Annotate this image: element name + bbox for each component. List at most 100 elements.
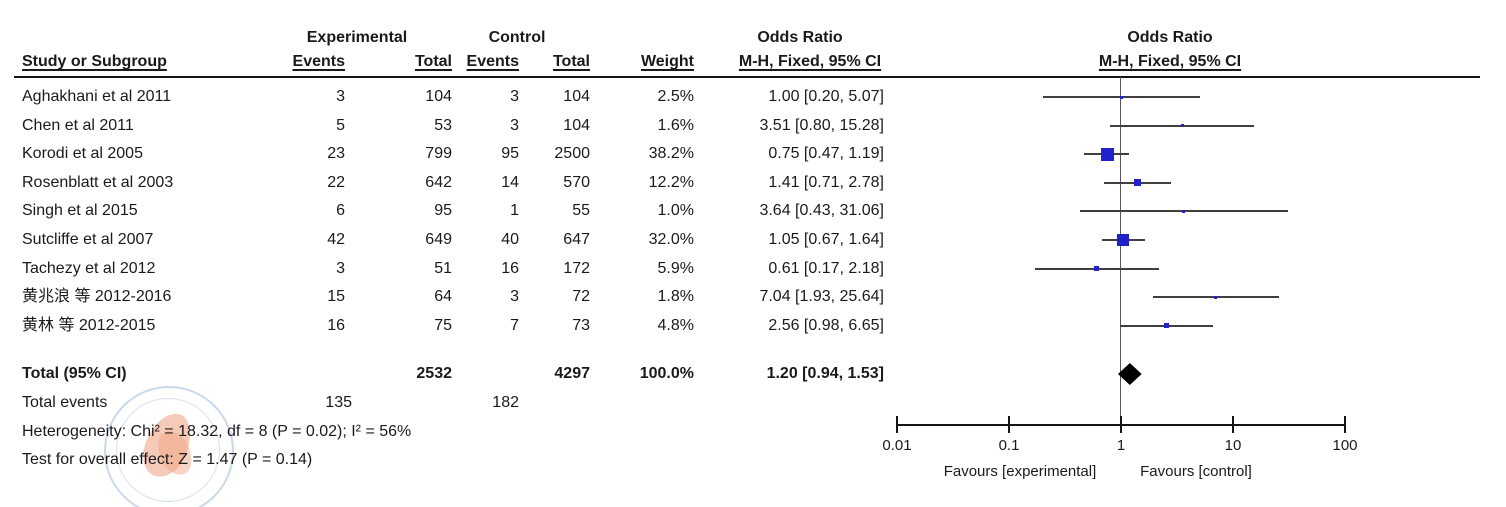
x-axis-tick <box>1120 416 1122 433</box>
table-row: Rosenblatt et al 2003 22 642 14 570 12.2% 1.41… <box>0 169 1506 197</box>
exp-total: 75 <box>434 316 452 334</box>
or-ci-text: 3.64 [0.43, 31.06] <box>759 202 884 220</box>
table-row: Singh et al 2015 6 95 1 55 1.0% 3.64 [0.43, 31… <box>0 197 1506 225</box>
weight: 5.9% <box>657 259 694 277</box>
total-ctrl-total: 4297 <box>554 365 590 382</box>
weight: 1.0% <box>657 202 694 220</box>
ctrl-events: 16 <box>501 259 519 277</box>
total-events-ctrl: 182 <box>492 394 519 411</box>
study-label: Korodi et al 2005 <box>22 145 143 163</box>
ctrl-total: 104 <box>563 88 590 105</box>
ctrl-total: 104 <box>563 116 590 134</box>
header-rule <box>14 76 1480 78</box>
table-row: Aghakhani et al 2011 3 104 3 104 2.5% 1.00 [0.… <box>0 83 1506 111</box>
x-tick-label: 10 <box>1224 437 1242 454</box>
exp-events: 22 <box>327 173 345 191</box>
weight: 32.0% <box>648 231 694 248</box>
ctrl-events: 40 <box>501 231 519 248</box>
header-odds-ratio-plot: Odds Ratio <box>1127 29 1213 46</box>
ctrl-total: 55 <box>572 202 590 220</box>
no-effect-line <box>1120 77 1121 425</box>
table-row: 黄林 等 2012-2015 16 75 7 73 4.8% 2.56 [0.98, 6.6… <box>0 312 1506 340</box>
exp-events: 23 <box>327 145 345 163</box>
favours-right-label: Favours [control] <box>1140 463 1252 480</box>
table-row: 黄兆浪 等 2012-2016 15 64 3 72 1.8% 7.04 [1.93, 25… <box>0 283 1506 311</box>
effect-square <box>1180 124 1184 128</box>
weight: 38.2% <box>648 145 694 163</box>
header-control-group: Control <box>488 29 546 46</box>
ctrl-total: 570 <box>563 173 590 191</box>
total-or-ci: 1.20 [0.94, 1.53] <box>766 365 884 382</box>
weight: 1.6% <box>657 116 694 134</box>
exp-total: 649 <box>425 231 452 248</box>
x-tick-label: 1 <box>1116 437 1126 454</box>
weight: 12.2% <box>648 173 694 191</box>
ctrl-events: 95 <box>501 145 519 163</box>
study-label: Chen et al 2011 <box>22 116 134 134</box>
table-row: Tachezy et al 2012 3 51 16 172 5.9% 0.61 [0.17… <box>0 255 1506 283</box>
ctrl-events: 14 <box>501 173 519 191</box>
total-diamond <box>1117 363 1142 385</box>
study-label: Singh et al 2015 <box>22 202 138 220</box>
ctrl-events: 3 <box>510 88 519 105</box>
or-ci-text: 0.75 [0.47, 1.19] <box>768 145 884 163</box>
study-label: 黄林 等 2012-2015 <box>22 316 156 334</box>
exp-events: 3 <box>336 259 345 277</box>
ctrl-events: 3 <box>510 288 519 306</box>
effect-square <box>1164 323 1170 329</box>
exp-total: 642 <box>425 173 452 191</box>
effect-square <box>1134 179 1142 187</box>
exp-total: 95 <box>434 202 452 220</box>
x-tick-label: 0.01 <box>882 437 912 454</box>
watermark-outer-circle <box>104 386 234 507</box>
or-ci-text: 1.41 [0.71, 2.78] <box>768 173 884 191</box>
effect-square <box>1100 147 1114 161</box>
weight: 4.8% <box>657 316 694 334</box>
heterogeneity-stats: Heterogeneity: Chi² = 18.32, df = 8 (P =… <box>22 423 412 440</box>
effect-square <box>1214 295 1218 299</box>
x-axis-tick <box>896 416 898 433</box>
x-axis-tick <box>1344 416 1346 433</box>
exp-total: 799 <box>425 145 452 163</box>
total-events-exp: 135 <box>325 394 352 411</box>
study-label: Aghakhani et al 2011 <box>22 88 172 105</box>
table-row: Sutcliffe et al 2007 42 649 40 647 32.0% 1.05 … <box>0 226 1506 254</box>
col-header-weight: Weight <box>640 53 694 70</box>
ctrl-events: 7 <box>510 316 519 334</box>
or-ci-text: 1.00 [0.20, 5.07] <box>768 88 884 105</box>
or-ci-text: 7.04 [1.93, 25.64] <box>759 288 884 306</box>
exp-total: 104 <box>425 88 452 105</box>
exp-total: 51 <box>434 259 452 277</box>
favours-left-label: Favours [experimental] <box>943 463 1097 480</box>
col-header-ctrl-events: Events <box>466 53 519 70</box>
x-tick-label: 0.1 <box>998 437 1020 454</box>
or-ci-text: 0.61 [0.17, 2.18] <box>768 259 884 277</box>
effect-square <box>1119 95 1123 99</box>
effect-square <box>1117 234 1130 246</box>
ctrl-events: 1 <box>510 202 519 220</box>
x-axis-tick <box>1008 416 1010 433</box>
col-header-mh-text: M-H, Fixed, 95% CI <box>738 53 882 70</box>
col-header-exp-total: Total <box>414 53 452 70</box>
exp-events: 3 <box>336 88 345 105</box>
col-header-ctrl-total: Total <box>552 53 590 70</box>
header-experimental-group: Experimental <box>306 29 408 46</box>
study-label: Tachezy et al 2012 <box>22 259 156 277</box>
exp-events: 5 <box>336 116 345 134</box>
header-odds-ratio-text: Odds Ratio <box>757 29 843 46</box>
col-header-study: Study or Subgroup <box>22 53 167 70</box>
effect-square <box>1094 266 1100 272</box>
ctrl-total: 73 <box>572 316 590 334</box>
ctrl-events: 3 <box>510 116 519 134</box>
exp-total: 53 <box>434 116 452 134</box>
table-row: Korodi et al 2005 23 799 95 2500 38.2% 0.75 [0… <box>0 140 1506 168</box>
exp-total: 64 <box>434 288 452 306</box>
total-weight: 100.0% <box>639 365 694 382</box>
effect-square <box>1182 209 1186 213</box>
total-events-label: Total events <box>22 394 108 411</box>
weight: 2.5% <box>657 88 694 105</box>
ctrl-total: 172 <box>563 259 590 277</box>
overall-effect-stats: Test for overall effect: Z = 1.47 (P = 0… <box>22 451 313 468</box>
table-row: Chen et al 2011 5 53 3 104 1.6% 3.51 [0.80, 15… <box>0 112 1506 140</box>
